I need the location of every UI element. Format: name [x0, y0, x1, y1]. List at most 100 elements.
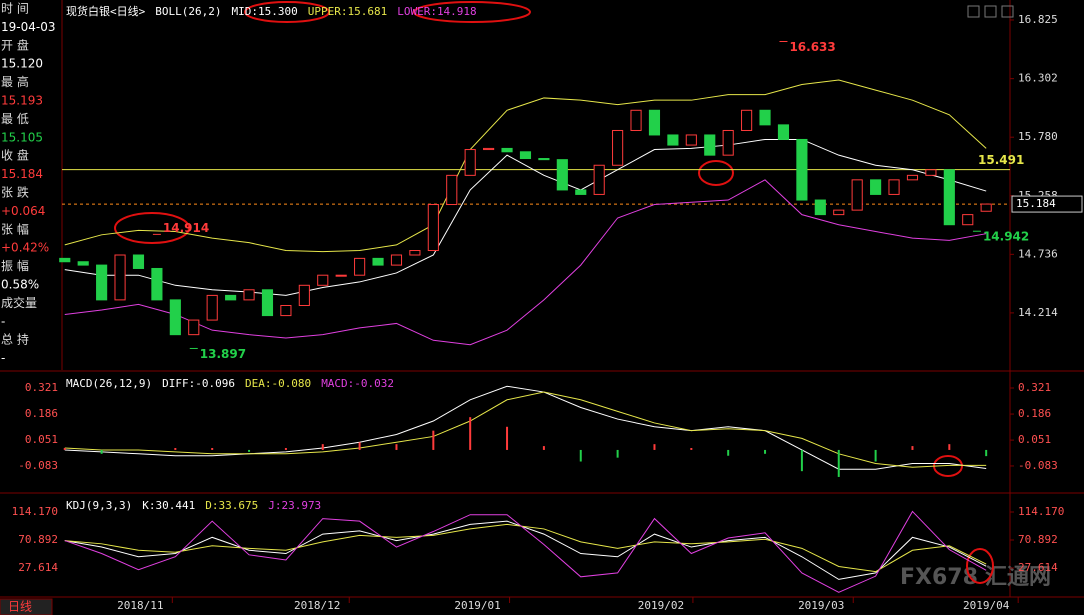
- legend-entry: K:30.441: [142, 499, 195, 512]
- ellipse: [698, 160, 734, 186]
- y-tick-label: 0.321: [25, 381, 58, 394]
- candle: [851, 179, 863, 211]
- x-tick-label: 2019/04: [963, 599, 1010, 612]
- indicator-line: [64, 523, 987, 573]
- legend-entry: LOWER:14.918: [397, 5, 476, 18]
- sidebar-text: 开 盘: [1, 37, 29, 52]
- candle: [814, 199, 826, 216]
- ellipse: [114, 212, 190, 244]
- candle: [77, 261, 89, 266]
- y-tick-label: 114.170: [1018, 505, 1064, 518]
- candle: [648, 109, 661, 136]
- candle: [298, 284, 310, 306]
- tab-background[interactable]: [0, 598, 53, 615]
- sidebar-text: 15.120: [1, 57, 43, 71]
- candle: [446, 174, 458, 206]
- candle: [335, 274, 347, 277]
- legend-entry: BOLL(26,2): [155, 5, 221, 18]
- y-tick-label: 14.736: [1018, 247, 1058, 260]
- ellipse: [966, 548, 994, 584]
- y-tick-label: 0.186: [1018, 407, 1051, 420]
- legend-entry: DIFF:-0.096: [162, 377, 235, 390]
- annotation-label: 16.633: [789, 40, 835, 54]
- candle: [59, 257, 71, 263]
- band-line: [64, 79, 987, 253]
- tab[interactable]: 日线: [8, 600, 32, 614]
- frame: [0, 0, 1084, 598]
- ellipse: [413, 1, 531, 23]
- sidebar-text: 成交量: [1, 295, 37, 310]
- candle: [630, 109, 642, 131]
- y-tick-label: 16.825: [1018, 13, 1058, 26]
- candle: [962, 214, 974, 226]
- y-tick-label: 70.892: [18, 533, 58, 546]
- candle: [96, 264, 108, 301]
- candle: [519, 151, 532, 160]
- y-tick-label: 0.186: [25, 407, 58, 420]
- legend-entry: 现货白银<日线>: [66, 4, 146, 18]
- y-tick-label: -0.083: [18, 459, 58, 472]
- indicator-line: [64, 510, 987, 593]
- legend-entry: D:33.675: [205, 499, 258, 512]
- candle: [372, 257, 384, 266]
- sidebar-text: 时 间: [1, 2, 29, 16]
- sidebar-text: 15.105: [1, 130, 43, 144]
- candle: [464, 149, 476, 176]
- annotation-label: 13.897: [200, 347, 246, 361]
- candle: [169, 299, 181, 336]
- sidebar-text: 收 盘: [1, 148, 29, 163]
- indicator-line: [64, 385, 987, 470]
- candle: [188, 319, 200, 336]
- x-tick-label: 2019/01: [454, 599, 500, 612]
- toolbar-icons: [967, 5, 1014, 18]
- candle: [225, 294, 237, 301]
- x-tick-label: 2019/03: [798, 599, 844, 612]
- y-tick-label: 0.051: [1018, 433, 1051, 446]
- y-tick-label: 70.892: [1018, 533, 1058, 546]
- legend-entry: MACD(26,12,9): [66, 377, 152, 390]
- legend-entry: MID:15.300: [231, 5, 297, 18]
- band-line: [64, 138, 987, 296]
- y-tick-label: 0.051: [25, 433, 58, 446]
- sidebar-text: -: [1, 314, 5, 328]
- legend-entry: DEA:-0.080: [245, 377, 311, 390]
- sidebar-text: 张 幅: [1, 221, 29, 236]
- candle: [906, 174, 919, 181]
- candle: [280, 304, 292, 317]
- candle: [538, 158, 550, 161]
- candle: [980, 203, 992, 212]
- sidebar-text: -: [1, 351, 5, 365]
- candle: [925, 169, 937, 176]
- x-tick-label: 2018/11: [117, 599, 163, 612]
- legend-entry: KDJ(9,3,3): [66, 499, 132, 512]
- y-tick-label: 15.780: [1018, 130, 1058, 143]
- candle: [151, 267, 163, 301]
- sidebar-text: +0.064: [1, 204, 45, 218]
- ellipse: [244, 1, 330, 23]
- icon[interactable]: [967, 5, 980, 18]
- candle: [704, 134, 716, 156]
- candle: [722, 129, 734, 156]
- candle: [870, 179, 882, 195]
- legend-entry: UPPER:15.681: [308, 5, 387, 18]
- watermark: 汇通网: [985, 565, 1051, 590]
- icon[interactable]: [1001, 5, 1014, 18]
- candle: [741, 109, 753, 131]
- sidebar-text: +0.42%: [1, 241, 49, 255]
- candle: [390, 254, 403, 266]
- indicator-line: [64, 520, 987, 580]
- watermark: FX678: [900, 565, 978, 590]
- candle: [667, 134, 679, 146]
- legend-entry: J:23.973: [268, 499, 321, 512]
- candle: [243, 289, 255, 301]
- reference-label: 15.491: [978, 153, 1024, 167]
- candle: [317, 274, 329, 286]
- candle: [114, 254, 126, 301]
- candle: [501, 147, 513, 153]
- candle: [556, 159, 568, 191]
- last-price-label: 15.184: [1016, 197, 1056, 210]
- y-tick-label: 27.614: [1018, 561, 1058, 574]
- icon[interactable]: [984, 5, 997, 18]
